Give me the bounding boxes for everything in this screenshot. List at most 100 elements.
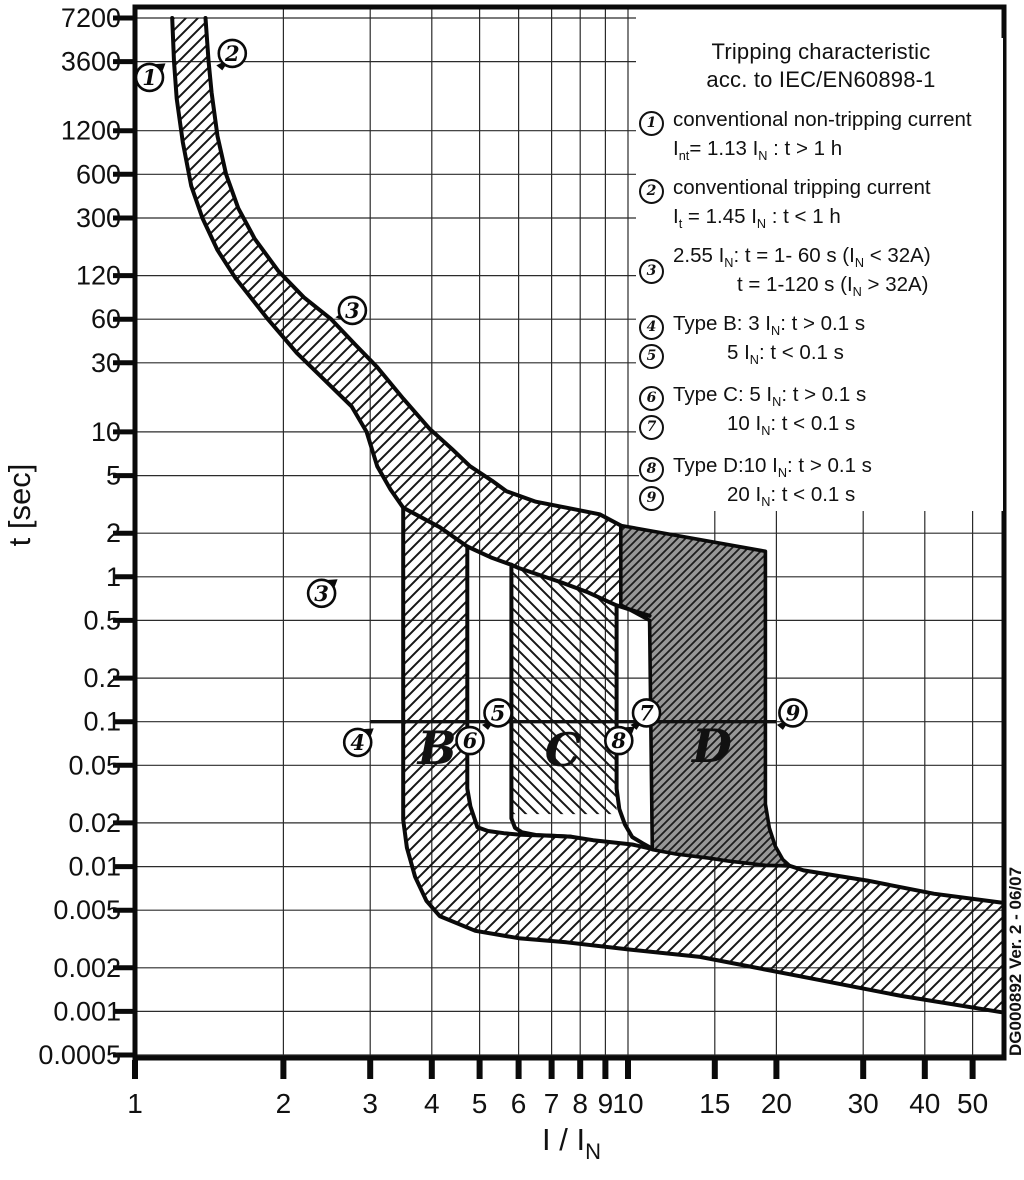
legend-title: Tripping characteristic acc. to IEC/EN60… xyxy=(639,38,1003,94)
band-C-fill xyxy=(511,564,617,815)
legend-circled-number-6: 6 xyxy=(639,386,664,411)
legend-circled-number-3: 3 xyxy=(639,259,664,284)
x-tick-label: 8 xyxy=(572,1088,588,1119)
band-letter-D: D xyxy=(690,719,732,773)
y-tick-label: 30 xyxy=(91,348,121,378)
legend-row: Int= 1.13 IN : t > 1 h xyxy=(639,136,1003,162)
bottom-band-fill xyxy=(403,788,1005,1013)
y-tick-label: 0.0005 xyxy=(38,1040,121,1070)
legend-items: 1 conventional non-tripping current Int= 1… xyxy=(639,107,1003,511)
marker-circle-4 xyxy=(342,727,373,758)
legend-item-text: 5 IN: t < 0.1 s xyxy=(727,341,844,368)
legend-row: It = 1.45 IN : t < 1 h xyxy=(639,204,1003,230)
legend-item-text: 2.55 IN: t = 1- 60 s (IN < 32A) xyxy=(673,244,931,271)
legend-item-text: conventional tripping current xyxy=(673,176,931,199)
y-tick-label: 7200 xyxy=(61,3,121,33)
x-tick-label: 6 xyxy=(511,1088,527,1119)
marker-number-8: 8 xyxy=(610,728,626,753)
marker-number-1: 1 xyxy=(142,65,157,90)
x-tick-label: 4 xyxy=(424,1088,440,1119)
legend-item-text: t = 1-120 s (IN > 32A) xyxy=(737,273,929,300)
legend-circled-number-7: 7 xyxy=(639,415,664,440)
legend-number-column: 6 xyxy=(639,382,673,411)
document-number: DG000892 Ver. 2 - 06/07 xyxy=(1006,867,1024,1056)
y-tick-label: 0.01 xyxy=(68,852,121,882)
legend-title-line2: acc. to IEC/EN60898-1 xyxy=(706,67,936,92)
y-axis-title: t [sec] xyxy=(2,464,37,547)
legend-row: 8 Type D:10 IN: t > 0.1 s xyxy=(639,453,1003,482)
band-C-left-edge xyxy=(509,562,653,851)
legend-number-column: 4 xyxy=(639,311,673,340)
y-tick-label: 0.002 xyxy=(53,953,121,983)
legend-row: 5 5 IN: t < 0.1 s xyxy=(639,340,1003,369)
x-tick-label: 15 xyxy=(699,1088,730,1119)
plot-frame xyxy=(132,4,1007,1061)
legend-circled-number-4: 4 xyxy=(639,315,664,340)
marker-circle-5 xyxy=(483,698,513,728)
y-tick-label: 0.05 xyxy=(68,750,121,780)
marker-circle-9 xyxy=(778,698,808,728)
marker-number-3: 3 xyxy=(345,298,360,323)
marker-number-7: 7 xyxy=(639,700,654,725)
y-tick-label: 0.02 xyxy=(68,808,121,838)
y-tick-label: 0.2 xyxy=(83,663,121,693)
legend-circled-number-1: 1 xyxy=(639,111,664,136)
legend-number-column: 2 xyxy=(639,175,673,204)
y-tick-label: 1200 xyxy=(61,116,121,146)
x-tick-label: 1 xyxy=(127,1088,143,1119)
marker-circle-7 xyxy=(631,698,662,728)
legend-number-column: 9 xyxy=(639,482,673,511)
legend-item-text: Type B: 3 IN: t > 0.1 s xyxy=(673,312,866,339)
x-tick-label: 40 xyxy=(909,1088,940,1119)
bottom-band-top-edge xyxy=(787,863,1007,905)
marker-circle-3 xyxy=(337,295,368,326)
legend-circled-number-8: 8 xyxy=(639,457,664,482)
y-tick-label: 300 xyxy=(76,203,121,233)
marker-circle-8 xyxy=(603,725,634,756)
legend-item-text: conventional non-tripping current xyxy=(673,108,972,131)
legend-item-text: Int= 1.13 IN : t > 1 h xyxy=(673,137,843,164)
band-B-left-edge xyxy=(401,505,1007,1015)
legend-row: 7 10 IN: t < 0.1 s xyxy=(639,411,1003,440)
band-letter-B: B xyxy=(416,721,457,775)
legend-number-column: 5 xyxy=(639,340,673,369)
y-tick-labels: 7200 3600 1200 600 300 120 60 30 10 5 2 1 0.5 0.2 0.1 0… xyxy=(38,3,121,1070)
y-tick-label: 120 xyxy=(76,261,121,291)
y-tick-label: 2 xyxy=(106,518,121,548)
legend-row: 9 20 IN: t < 0.1 s xyxy=(639,482,1003,511)
legend-row: 3 2.55 IN: t = 1- 60 s (IN < 32A) xyxy=(639,243,1003,284)
legend-item-text: It = 1.45 IN : t < 1 h xyxy=(673,205,841,232)
y-tick-label: 0.005 xyxy=(53,895,121,925)
legend-item-text: 20 IN: t < 0.1 s xyxy=(727,483,856,510)
legend-row: t = 1-120 s (IN > 32A) xyxy=(639,272,1003,298)
thermal-upper-curve xyxy=(170,16,652,618)
marker-circle-6 xyxy=(455,725,485,756)
y-tick-label: 0.1 xyxy=(83,707,121,737)
legend: Tripping characteristic acc. to IEC/EN60… xyxy=(639,38,1003,511)
axis-ticks xyxy=(113,15,976,1079)
band-letters: B C D xyxy=(416,719,732,777)
legend-item-text: Type D:10 IN: t > 0.1 s xyxy=(673,454,872,481)
marker-circle-2 xyxy=(217,38,248,69)
legend-row: 2 conventional tripping current xyxy=(639,175,1003,204)
x-tick-label: 2 xyxy=(276,1088,292,1119)
x-tick-label: 5 xyxy=(472,1088,488,1119)
band-letter-C: C xyxy=(545,723,582,777)
x-tick-label: 20 xyxy=(761,1088,792,1119)
legend-item: 3 2.55 IN: t = 1- 60 s (IN < 32A) t = 1-12… xyxy=(639,243,1003,298)
band-D-fill xyxy=(619,523,792,868)
legend-row: 1 conventional non-tripping current xyxy=(639,107,1003,136)
legend-row: 4 Type B: 3 IN: t > 0.1 s xyxy=(639,311,1003,340)
legend-number-column: 3 xyxy=(639,243,673,284)
legend-number-column: 1 xyxy=(639,107,673,136)
legend-item: 8 Type D:10 IN: t > 0.1 s 9 20 IN: t < 0.1 … xyxy=(639,453,1003,511)
marker-circle-3 xyxy=(306,578,337,609)
marker-number-5: 5 xyxy=(491,700,506,725)
y-tick-label: 3600 xyxy=(61,47,121,77)
legend-row: 6 Type C: 5 IN: t > 0.1 s xyxy=(639,382,1003,411)
legend-item: 1 conventional non-tripping current Int= 1… xyxy=(639,107,1003,162)
marker-number-2: 2 xyxy=(224,41,240,66)
legend-item: 6 Type C: 5 IN: t > 0.1 s 7 10 IN: t < 0.1 … xyxy=(639,382,1003,440)
y-tick-label: 600 xyxy=(76,159,121,189)
